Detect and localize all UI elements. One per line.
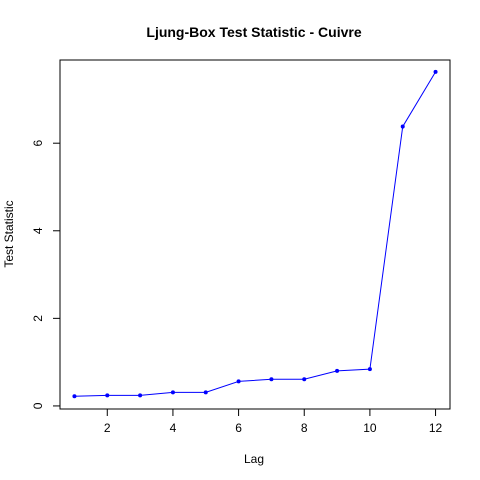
data-point xyxy=(335,368,340,373)
data-point xyxy=(105,393,110,398)
y-tick-label: 4 xyxy=(31,227,45,234)
data-point xyxy=(236,379,241,384)
y-tick-label: 6 xyxy=(31,140,45,147)
series-layer xyxy=(72,69,438,399)
x-axis-label: Lag xyxy=(244,452,264,466)
y-axis: 0 2 4 6 xyxy=(31,140,61,409)
data-point xyxy=(203,390,208,395)
plot-area-frame xyxy=(59,59,451,410)
x-tick-label: 8 xyxy=(301,421,308,435)
data-point xyxy=(72,394,77,399)
data-point xyxy=(433,69,438,74)
x-tick-label: 6 xyxy=(235,421,242,435)
series-line xyxy=(74,71,436,397)
data-point xyxy=(138,393,143,398)
chart-title: Ljung-Box Test Statistic - Cuivre xyxy=(146,24,361,40)
x-tick-label: 10 xyxy=(363,421,377,435)
data-point xyxy=(170,390,175,395)
data-point xyxy=(302,377,307,382)
x-axis: 2 4 6 8 10 12 xyxy=(104,408,443,435)
data-point xyxy=(269,377,274,382)
y-axis-label: Test Statistic xyxy=(2,200,16,267)
y-tick-label: 2 xyxy=(31,315,45,322)
data-point xyxy=(400,124,405,129)
y-tick-label: 0 xyxy=(31,402,45,409)
data-point xyxy=(367,367,372,372)
x-tick-label: 12 xyxy=(429,421,443,435)
x-tick-label: 2 xyxy=(104,421,111,435)
x-tick-label: 4 xyxy=(170,421,177,435)
